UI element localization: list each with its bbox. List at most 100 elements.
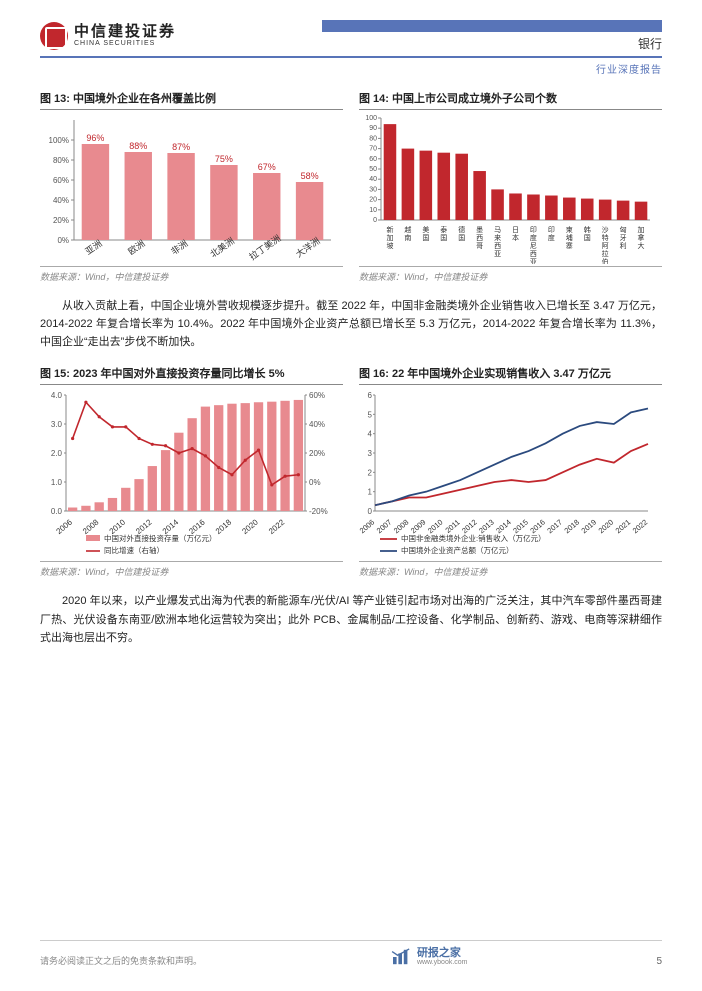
svg-text:1: 1 bbox=[368, 488, 373, 497]
svg-text:2022: 2022 bbox=[631, 518, 650, 536]
chart-15-box: 0.01.02.03.04.0-20%0%20%40%60%2006200820… bbox=[40, 389, 343, 559]
footer-brand-cn: 研报之家 bbox=[417, 947, 468, 959]
logo-en: CHINA SECURITIES bbox=[74, 40, 176, 48]
svg-text:本: 本 bbox=[512, 233, 519, 242]
svg-text:中国对外直接投资存量（万亿元）: 中国对外直接投资存量（万亿元） bbox=[104, 533, 217, 543]
svg-text:50: 50 bbox=[369, 166, 377, 173]
chart-row-2: 图 15: 2023 年中国对外直接投资存量同比增长 5% 0.01.02.03… bbox=[40, 365, 662, 578]
svg-text:-20%: -20% bbox=[309, 507, 328, 516]
svg-text:同比增速（右轴）: 同比增速（右轴） bbox=[104, 545, 164, 555]
page-number: 5 bbox=[656, 956, 662, 967]
svg-text:3.0: 3.0 bbox=[51, 420, 63, 429]
svg-text:南: 南 bbox=[404, 233, 411, 242]
svg-text:6: 6 bbox=[368, 391, 373, 400]
svg-text:0%: 0% bbox=[57, 236, 69, 245]
chart-13-svg: 0%20%40%60%80%100%96%亚洲88%欧洲87%非洲75%北美洲6… bbox=[40, 114, 335, 264]
svg-text:20: 20 bbox=[369, 197, 377, 204]
svg-text:2018: 2018 bbox=[214, 518, 234, 537]
svg-text:2019: 2019 bbox=[580, 518, 599, 536]
header-right: 银行 bbox=[322, 20, 662, 52]
svg-text:马: 马 bbox=[494, 226, 501, 234]
logo-cn: 中信建投证券 bbox=[74, 24, 176, 41]
svg-text:4.0: 4.0 bbox=[51, 391, 63, 400]
svg-text:美: 美 bbox=[422, 225, 429, 234]
bar-chart-icon bbox=[391, 948, 413, 966]
svg-text:30: 30 bbox=[369, 186, 377, 193]
svg-text:利: 利 bbox=[620, 241, 627, 250]
svg-text:2017: 2017 bbox=[545, 518, 564, 536]
svg-text:国: 国 bbox=[584, 234, 591, 242]
svg-text:80%: 80% bbox=[53, 156, 69, 165]
paragraph-1: 从收入贡献上看，中国企业境外营收规模逐步提升。截至 2022 年，中国非金融类境… bbox=[40, 297, 662, 351]
svg-text:来: 来 bbox=[494, 234, 501, 242]
svg-text:特: 特 bbox=[602, 233, 609, 242]
svg-text:日: 日 bbox=[512, 226, 519, 234]
svg-text:2020: 2020 bbox=[597, 518, 616, 536]
svg-text:亚: 亚 bbox=[494, 250, 501, 258]
chart-14-col: 图 14: 中国上市公司成立境外子公司个数 010203040506070809… bbox=[359, 90, 662, 283]
svg-text:沙: 沙 bbox=[602, 226, 609, 234]
svg-text:2008: 2008 bbox=[392, 518, 411, 536]
svg-text:西: 西 bbox=[530, 250, 537, 258]
chart-15-svg: 0.01.02.03.04.0-20%0%20%40%60%2006200820… bbox=[40, 389, 335, 559]
svg-text:20%: 20% bbox=[309, 449, 325, 458]
svg-text:越: 越 bbox=[404, 225, 411, 234]
svg-text:2009: 2009 bbox=[409, 518, 428, 536]
chart-16-source: 数据来源：Wind，中信建投证券 bbox=[359, 561, 662, 578]
chart-14-svg: 0102030405060708090100新加坡越南美国泰国德国墨西哥马来西亚… bbox=[359, 114, 654, 264]
svg-text:1.0: 1.0 bbox=[51, 478, 63, 487]
svg-text:墨: 墨 bbox=[476, 226, 483, 234]
svg-text:87%: 87% bbox=[172, 142, 190, 152]
svg-text:2018: 2018 bbox=[562, 518, 581, 536]
chart-13-box: 0%20%40%60%80%100%96%亚洲88%欧洲87%非洲75%北美洲6… bbox=[40, 114, 343, 264]
chart-15-col: 图 15: 2023 年中国对外直接投资存量同比增长 5% 0.01.02.03… bbox=[40, 365, 343, 578]
svg-text:度: 度 bbox=[548, 233, 555, 242]
chart-13-source: 数据来源：Wind，中信建投证券 bbox=[40, 266, 343, 283]
svg-text:2008: 2008 bbox=[81, 518, 101, 537]
chart-15-title: 图 15: 2023 年中国对外直接投资存量同比增长 5% bbox=[40, 365, 343, 385]
svg-text:西: 西 bbox=[494, 242, 501, 250]
chart-16-title: 图 16: 22 年中国境外企业实现销售收入 3.47 万亿元 bbox=[359, 365, 662, 385]
chart-15-source: 数据来源：Wind，中信建投证券 bbox=[40, 561, 343, 578]
svg-text:加: 加 bbox=[638, 225, 645, 234]
svg-text:0: 0 bbox=[373, 217, 377, 224]
svg-text:2: 2 bbox=[368, 469, 373, 478]
svg-text:5: 5 bbox=[368, 411, 373, 420]
svg-text:100: 100 bbox=[365, 115, 377, 122]
svg-text:中国境外企业资产总额（万亿元）: 中国境外企业资产总额（万亿元） bbox=[401, 545, 514, 555]
report-type: 行业深度报告 bbox=[40, 61, 662, 76]
svg-text:2014: 2014 bbox=[494, 518, 513, 536]
svg-text:0.0: 0.0 bbox=[51, 507, 63, 516]
svg-text:柬: 柬 bbox=[566, 226, 573, 234]
chart-16-col: 图 16: 22 年中国境外企业实现销售收入 3.47 万亿元 01234562… bbox=[359, 365, 662, 578]
chart-14-source: 数据来源：Wind，中信建投证券 bbox=[359, 266, 662, 283]
svg-text:西: 西 bbox=[476, 234, 483, 242]
svg-text:伯: 伯 bbox=[602, 257, 609, 264]
svg-text:新: 新 bbox=[386, 225, 393, 234]
svg-text:60: 60 bbox=[369, 156, 377, 163]
svg-text:90: 90 bbox=[369, 125, 377, 132]
svg-text:大: 大 bbox=[638, 241, 645, 250]
chart-14-title: 图 14: 中国上市公司成立境外子公司个数 bbox=[359, 90, 662, 110]
svg-text:2006: 2006 bbox=[55, 518, 75, 537]
svg-text:60%: 60% bbox=[53, 176, 69, 185]
svg-text:拉: 拉 bbox=[602, 249, 609, 258]
svg-text:70: 70 bbox=[369, 146, 377, 153]
svg-text:寨: 寨 bbox=[566, 241, 573, 250]
svg-text:坡: 坡 bbox=[386, 241, 393, 250]
footer-brand-text: 研报之家 www.ybook.com bbox=[417, 947, 468, 967]
svg-text:0%: 0% bbox=[309, 478, 321, 487]
svg-text:阿: 阿 bbox=[602, 241, 609, 250]
company-logo-icon bbox=[40, 22, 68, 50]
svg-text:40: 40 bbox=[369, 176, 377, 183]
svg-text:0: 0 bbox=[368, 507, 373, 516]
chart-13-col: 图 13: 中国境外企业在各州覆盖比例 0%20%40%60%80%100%96… bbox=[40, 90, 343, 283]
svg-text:10: 10 bbox=[369, 207, 377, 214]
svg-text:100%: 100% bbox=[49, 136, 69, 145]
svg-text:拿: 拿 bbox=[638, 233, 645, 242]
svg-text:2016: 2016 bbox=[528, 518, 547, 536]
svg-text:2013: 2013 bbox=[477, 518, 496, 536]
svg-text:度: 度 bbox=[530, 233, 537, 242]
svg-text:2011: 2011 bbox=[443, 518, 461, 535]
chart-14-box: 0102030405060708090100新加坡越南美国泰国德国墨西哥马来西亚… bbox=[359, 114, 662, 264]
